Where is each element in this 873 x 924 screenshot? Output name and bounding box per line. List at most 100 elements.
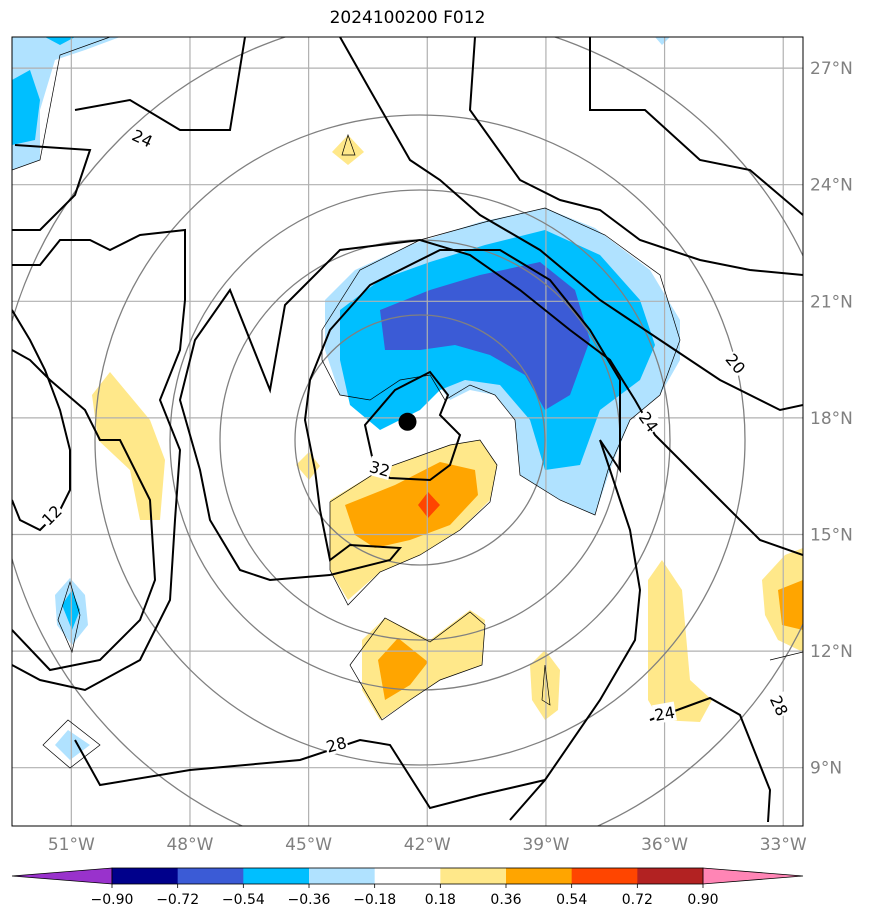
shade-orange-center (345, 462, 478, 548)
contour-w-3 (12, 349, 157, 672)
shade-outline-nw (12, 37, 111, 171)
lon-label: 48°W (166, 835, 213, 855)
shade-orange-south (378, 638, 428, 700)
lat-label: 9°N (810, 759, 842, 779)
shade-outline-se (541, 664, 551, 706)
contour-label-text: 32 (367, 457, 392, 481)
shade-sky-blue-nw (12, 70, 40, 145)
shade-outline-w (57, 580, 81, 654)
colorbar-frame (111, 867, 704, 885)
contour-label-text: 24 (129, 126, 155, 152)
colorbar-tick-label: −0.54 (222, 892, 265, 908)
shade-royal-blue-main (380, 262, 590, 410)
lon-label: 36°W (641, 835, 688, 855)
contour-label: 28 (323, 731, 350, 757)
lon-label: 45°W (285, 835, 332, 855)
contour-16-ne (468, 37, 803, 276)
shade-outline-south-pos (349, 611, 486, 721)
shade-orange-east (778, 580, 803, 630)
contour-label-text: 20 (722, 350, 750, 378)
contour-w-2 (12, 228, 186, 692)
contour-label-bg (635, 407, 664, 436)
contour-label: 28 (766, 691, 793, 720)
colorbar-tick-label: 0.36 (490, 892, 521, 908)
shade-light-blue-top (655, 37, 670, 45)
colorbar-extend-low (11, 867, 113, 885)
range-ring-3 (169, 189, 671, 691)
colorbar-segment (374, 868, 441, 884)
contour-24-se (649, 696, 772, 823)
colorbar-extend-high (702, 867, 804, 885)
shade-sky-blue-nw-top (45, 37, 75, 45)
contour-label: 32 (366, 455, 394, 481)
contour-20-ne (589, 37, 803, 216)
shade-light-yellow-north (332, 135, 364, 165)
contour-label-bg (128, 124, 157, 151)
range-ring-1 (294, 314, 546, 566)
lat-label: 15°N (810, 525, 853, 545)
colorbar-segment (243, 868, 310, 884)
lon-label: 39°W (522, 835, 569, 855)
lon-label: 33°W (760, 835, 807, 855)
colorbar-tick-label: 0.18 (425, 892, 456, 908)
colorbar-tick-label: 0.72 (622, 892, 653, 908)
shade-outline-e (769, 651, 803, 661)
shade-light-yellow-west (92, 372, 165, 520)
contour-label-bg (366, 455, 394, 480)
shading-layer (12, 37, 803, 760)
shade-light-yellow-se1 (530, 650, 560, 720)
contour-label-bg (766, 691, 793, 720)
colorbar-tick-label: 0.54 (556, 892, 587, 908)
colorbar-segment (571, 868, 638, 884)
storm-center-marker (398, 412, 417, 431)
colorbar-segment (506, 868, 573, 884)
lat-label: 27°N (810, 59, 853, 79)
lat-label: 12°N (810, 642, 853, 662)
contour-32 (363, 370, 462, 482)
shade-outline-sw (42, 719, 101, 769)
contour-label: 24 (652, 701, 677, 725)
longitude-labels: 51°W 48°W 45°W 42°W 39°W 36°W 33°W (48, 835, 807, 855)
latitude-labels: 27°N 24°N 21°N 18°N 15°N 12°N 9°N (810, 59, 853, 779)
shade-light-blue-nw (12, 37, 120, 170)
contour-label-text: 28 (766, 692, 792, 718)
contour-label: 20 (721, 348, 751, 378)
contour-label: 24 (128, 124, 157, 152)
contour-20 (339, 37, 803, 412)
contour-w-1 (12, 144, 92, 231)
colorbar-tick-label: −0.90 (91, 892, 134, 908)
range-ring-4 (94, 114, 746, 766)
shade-outlines (12, 37, 803, 769)
contour-label-bg (323, 731, 350, 756)
shade-outline-n (341, 133, 356, 156)
contour-label-text: 24 (653, 703, 676, 725)
shade-outline-main (321, 207, 681, 516)
map-title: 2024100200 F012 (329, 8, 486, 28)
colorbar-tick-label: −0.72 (156, 892, 199, 908)
colorbar-tick-label: −0.36 (288, 892, 331, 908)
lon-label: 42°W (404, 835, 451, 855)
colorbar-segment (112, 868, 179, 884)
contour-lines (12, 37, 803, 823)
shade-red-center (418, 492, 440, 518)
colorbar-segment (440, 868, 507, 884)
contour-label-bg (652, 701, 677, 725)
graticule (12, 37, 803, 826)
contour-24-main (178, 238, 803, 582)
colorbar-tick-label: 0.90 (687, 892, 718, 908)
contour-label-bg (721, 348, 751, 378)
lat-label: 18°N (810, 409, 853, 429)
lon-label: 51°W (48, 835, 95, 855)
colorbar-segment (637, 868, 704, 884)
lat-label: 21°N (810, 292, 853, 312)
shade-light-yellow-se2 (648, 560, 712, 722)
plot-frame (11, 36, 804, 827)
contour-28-inner (303, 249, 642, 821)
colorbar-tick-label: −0.18 (353, 892, 396, 908)
shade-outline-center-pos (329, 439, 498, 606)
contour-28-south (74, 738, 546, 810)
colorbar: −0.90 −0.72 −0.54 −0.36 −0.18 0.18 0.36 0.54 0.7… (11, 867, 804, 908)
contour-label-bg (36, 500, 66, 530)
colorbar-segment (177, 868, 244, 884)
